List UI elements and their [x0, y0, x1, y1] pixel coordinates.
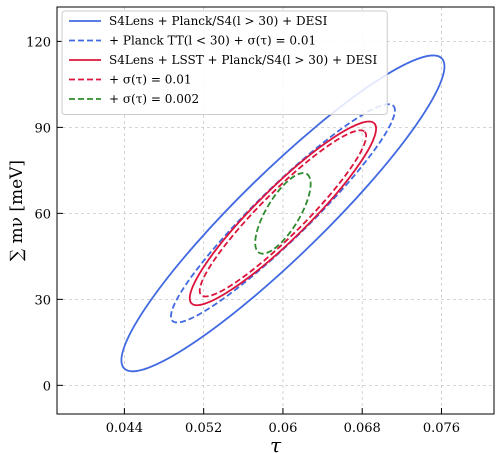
contour-ellipse-3 [188, 120, 377, 307]
legend-label: + σ(τ) = 0.002 [109, 92, 199, 106]
x-tick-label: 0.052 [185, 421, 222, 436]
y-tick-label: 60 [34, 207, 51, 222]
y-tick-label: 90 [34, 121, 51, 136]
legend: S4Lens + Planck/S4(l > 30) + DESI + Planc… [61, 10, 388, 115]
y-axis-label: ∑ mν [meV] [7, 160, 27, 261]
plot-frame [56, 6, 495, 415]
x-tick-label: 0.06 [268, 421, 297, 436]
y-tick-label: 120 [26, 35, 51, 50]
contour-ellipse-1 [120, 54, 446, 373]
legend-label: S4Lens + LSST + Planck/S4(l > 30) + DESI [109, 53, 378, 67]
x-axis-label: τ [270, 433, 282, 453]
x-tick-label: 0.044 [106, 421, 143, 436]
y-tick-label: 30 [34, 293, 51, 308]
contour-ellipse-5 [254, 172, 312, 255]
legend-label: + Planck TT(l < 30) + σ(τ) = 0.01 [109, 34, 316, 48]
legend-box [61, 10, 388, 115]
legend-label: + σ(τ) = 0.01 [109, 73, 191, 87]
contour-ellipse-4 [198, 129, 368, 298]
contour-layer [120, 54, 446, 373]
ticks: 0.044 0.052 0.06 0.068 0.076 0 30 60 90 120 [26, 35, 460, 436]
y-tick-label: 0 [43, 379, 51, 394]
legend-label: S4Lens + Planck/S4(l > 30) + DESI [109, 14, 328, 28]
x-tick-label: 0.068 [344, 421, 381, 436]
x-tick-label: 0.076 [423, 421, 460, 436]
